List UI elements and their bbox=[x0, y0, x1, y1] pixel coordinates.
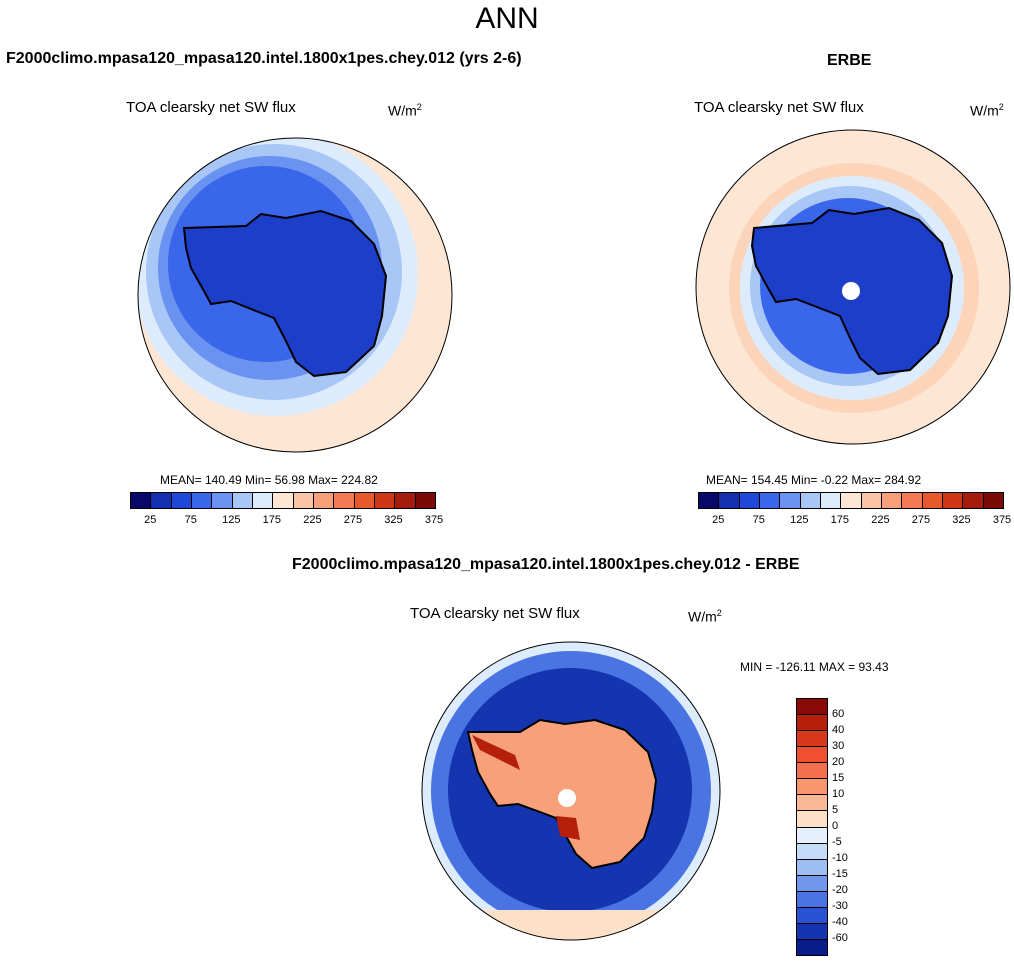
colorbar-swatch bbox=[797, 843, 827, 860]
right-stats: MEAN= 154.45 Min= -0.22 Max= 284.92 bbox=[706, 473, 922, 487]
colorbar-tick-label: 25 bbox=[712, 514, 725, 526]
colorbar-swatch bbox=[861, 493, 882, 508]
colorbar-swatch bbox=[797, 827, 827, 844]
colorbar-swatch bbox=[252, 493, 274, 508]
left-colorbar bbox=[130, 492, 436, 509]
colorbar-swatch bbox=[759, 493, 781, 508]
diff-colorbar-ticks: 60 40 30 20 15 10 5 0 -5 -10 -15 -20 -30 -40 -60 bbox=[832, 698, 872, 954]
main-title: ANN bbox=[475, 2, 539, 35]
colorbar-tick-label: 275 bbox=[911, 514, 931, 526]
colorbar-tick-label: -60 bbox=[832, 932, 848, 944]
colorbar-swatch bbox=[797, 715, 827, 732]
colorbar-swatch bbox=[797, 923, 827, 940]
colorbar-tick-label: 375 bbox=[992, 514, 1012, 526]
colorbar-swatch bbox=[983, 493, 1003, 508]
colorbar-tick-label: -30 bbox=[832, 900, 848, 912]
left-polar-map bbox=[137, 137, 453, 453]
colorbar-tick-label: -10 bbox=[832, 852, 848, 864]
right-polar-map bbox=[695, 129, 1011, 445]
colorbar-tick-label: 375 bbox=[424, 514, 444, 526]
colorbar-tick-label: 175 bbox=[262, 514, 282, 526]
colorbar-tick-label: 325 bbox=[952, 514, 971, 526]
colorbar-swatch bbox=[151, 493, 172, 508]
colorbar-tick-label: 325 bbox=[384, 514, 403, 526]
colorbar-tick-label: 125 bbox=[790, 514, 809, 526]
colorbar-tick-label: 225 bbox=[303, 514, 322, 526]
colorbar-swatch bbox=[841, 493, 862, 508]
colorbar-tick-label: 125 bbox=[222, 514, 241, 526]
colorbar-swatch bbox=[273, 493, 294, 508]
colorbar-swatch bbox=[212, 493, 233, 508]
colorbar-swatch bbox=[415, 493, 435, 508]
colorbar-tick-label: 275 bbox=[343, 514, 363, 526]
diff-stats: MIN = -126.11 MAX = 93.43 bbox=[740, 660, 889, 674]
colorbar-swatch bbox=[780, 493, 801, 508]
diff-variable-label: TOA clearsky net SW flux bbox=[410, 605, 580, 622]
colorbar-swatch bbox=[797, 699, 827, 716]
colorbar-swatch bbox=[881, 493, 903, 508]
colorbar-tick-label: 75 bbox=[184, 514, 197, 526]
right-colorbar bbox=[698, 492, 1004, 509]
colorbar-swatch bbox=[797, 907, 827, 924]
colorbar-tick-label: 10 bbox=[832, 788, 845, 800]
colorbar-swatch bbox=[131, 493, 152, 508]
left-variable-label: TOA clearsky net SW flux bbox=[126, 99, 296, 116]
right-colorbar-ticks: 25 75 125 175 225 275 325 375 bbox=[698, 514, 1011, 528]
colorbar-tick-label: 20 bbox=[832, 756, 845, 768]
colorbar-swatch bbox=[963, 493, 984, 508]
colorbar-tick-label: 40 bbox=[832, 724, 845, 736]
colorbar-swatch bbox=[797, 747, 827, 764]
diff-units: W/m2 bbox=[688, 608, 722, 625]
colorbar-swatch bbox=[313, 493, 335, 508]
colorbar-swatch bbox=[374, 493, 396, 508]
diff-polar-map bbox=[421, 641, 721, 941]
colorbar-tick-label: 60 bbox=[832, 708, 845, 720]
right-case-title: ERBE bbox=[827, 52, 872, 69]
colorbar-swatch bbox=[171, 493, 192, 508]
colorbar-tick-label: -40 bbox=[832, 916, 848, 928]
colorbar-swatch bbox=[797, 859, 827, 876]
diff-colorbar bbox=[796, 698, 828, 956]
colorbar-tick-label: -15 bbox=[832, 868, 848, 880]
colorbar-tick-label: 75 bbox=[752, 514, 765, 526]
colorbar-tick-label: 30 bbox=[832, 740, 845, 752]
colorbar-swatch bbox=[797, 731, 827, 748]
left-case-title: F2000climo.mpasa120_mpasa120.intel.1800x… bbox=[6, 50, 522, 67]
colorbar-tick-label: -5 bbox=[832, 836, 842, 848]
left-units: W/m2 bbox=[388, 102, 422, 119]
left-stats: MEAN= 140.49 Min= 56.98 Max= 224.82 bbox=[160, 473, 378, 487]
colorbar-swatch bbox=[820, 493, 842, 508]
colorbar-swatch bbox=[797, 795, 827, 812]
colorbar-tick-label: 25 bbox=[144, 514, 157, 526]
colorbar-swatch bbox=[797, 779, 827, 796]
colorbar-swatch bbox=[922, 493, 943, 508]
colorbar-swatch bbox=[797, 811, 827, 828]
colorbar-tick-label: -20 bbox=[832, 884, 848, 896]
diff-case-title: F2000climo.mpasa120_mpasa120.intel.1800x… bbox=[292, 556, 800, 573]
colorbar-swatch bbox=[797, 939, 827, 955]
colorbar-swatch bbox=[800, 493, 821, 508]
colorbar-swatch bbox=[293, 493, 314, 508]
right-units: W/m2 bbox=[970, 102, 1004, 119]
colorbar-tick-label: 225 bbox=[871, 514, 890, 526]
colorbar-tick-label: 175 bbox=[830, 514, 850, 526]
colorbar-swatch bbox=[902, 493, 923, 508]
colorbar-tick-label: 0 bbox=[832, 820, 839, 832]
colorbar-tick-label: 15 bbox=[832, 772, 845, 784]
colorbar-swatch bbox=[797, 875, 827, 892]
colorbar-swatch bbox=[334, 493, 355, 508]
colorbar-swatch bbox=[191, 493, 213, 508]
colorbar-swatch bbox=[395, 493, 416, 508]
colorbar-swatch bbox=[942, 493, 964, 508]
colorbar-swatch bbox=[699, 493, 720, 508]
colorbar-swatch bbox=[797, 763, 827, 780]
colorbar-swatch bbox=[797, 891, 827, 908]
right-variable-label: TOA clearsky net SW flux bbox=[694, 99, 864, 116]
left-colorbar-ticks: 25 75 125 175 225 275 325 375 bbox=[130, 514, 443, 528]
colorbar-swatch bbox=[739, 493, 760, 508]
colorbar-swatch bbox=[232, 493, 253, 508]
colorbar-tick-label: 5 bbox=[832, 804, 839, 816]
colorbar-swatch bbox=[354, 493, 375, 508]
colorbar-swatch bbox=[719, 493, 740, 508]
